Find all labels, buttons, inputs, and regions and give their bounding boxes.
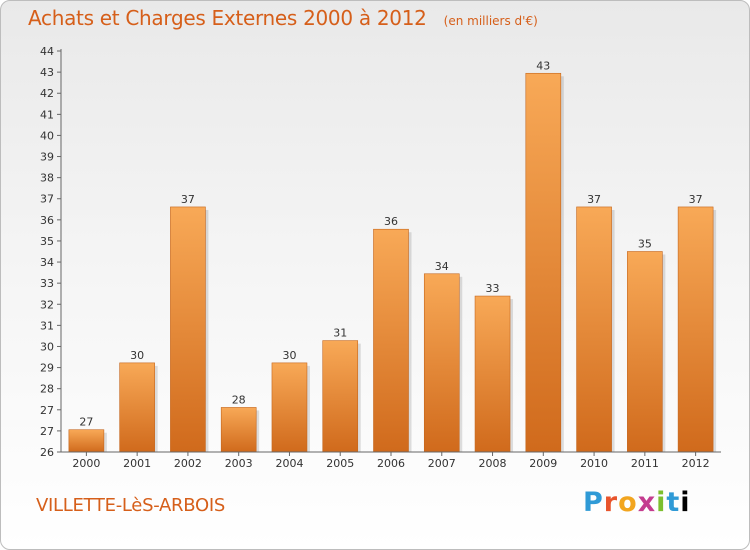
bar — [170, 206, 206, 453]
logo-letter: t — [666, 487, 681, 518]
bars-group: 27 30 37 28 30 31 36 34 33 43 37 35 37 — [68, 59, 717, 453]
y-tick-label: 27 — [40, 404, 54, 417]
logo-letter: i — [680, 487, 691, 518]
bar-value-label: 34 — [435, 260, 449, 273]
bar-value-label: 35 — [638, 238, 652, 251]
x-tick-label: 2007 — [428, 457, 456, 470]
y-tick-label: 35 — [40, 235, 54, 248]
bar — [474, 295, 511, 453]
x-tick-label: 2009 — [529, 457, 557, 470]
y-tick-label: 29 — [40, 362, 54, 375]
bar-value-label: 33 — [486, 282, 500, 295]
y-tick-label: 33 — [40, 277, 54, 290]
chart-title-text: Achats et Charges Externes 2000 à 2012 — [28, 6, 427, 30]
logo-letter: i — [656, 487, 667, 518]
y-tick-label: 36 — [40, 214, 54, 227]
bar — [119, 362, 155, 453]
y-tick-label: 44 — [40, 45, 54, 58]
chart-title: Achats et Charges Externes 2000 à 2012 (… — [28, 6, 538, 30]
bar-value-label: 30 — [130, 349, 144, 362]
bar — [373, 228, 409, 453]
y-tick-label: 40 — [40, 129, 54, 142]
bar-value-label: 30 — [282, 349, 296, 362]
y-tick-label: 41 — [40, 108, 54, 121]
x-tick-label: 2000 — [72, 457, 100, 470]
bar — [627, 251, 663, 453]
x-tick-label: 2005 — [326, 457, 354, 470]
logo-letter: o — [618, 487, 638, 518]
bar-value-label: 28 — [232, 393, 246, 406]
y-tick-label: 39 — [40, 151, 54, 164]
bar — [677, 206, 714, 453]
bar-value-label: 43 — [536, 59, 550, 72]
x-tick-label: 2012 — [682, 457, 710, 470]
logo-letter: x — [637, 487, 657, 518]
y-tick-label: 27 — [40, 425, 54, 438]
logo-letter: r — [603, 487, 619, 518]
y-tick-label: 32 — [40, 298, 54, 311]
x-tick-label: 2010 — [580, 457, 608, 470]
x-tick-label: 2008 — [479, 457, 507, 470]
bar — [322, 340, 359, 453]
logo-letter: P — [583, 487, 604, 518]
bar — [576, 206, 612, 453]
bar — [220, 407, 257, 453]
bar-value-label: 31 — [333, 327, 347, 340]
bar-value-label: 36 — [384, 215, 398, 228]
y-tick-label: 30 — [40, 340, 54, 353]
x-tick-label: 2001 — [123, 457, 151, 470]
bar-value-label: 27 — [79, 416, 93, 429]
axes-group: 26 27 27 28 29 30 31 32 33 34 35 36 37 38 39 40 41 42 43 44… — [40, 45, 721, 470]
bar-value-label: 37 — [689, 193, 703, 206]
bar — [68, 429, 105, 453]
y-tick-label: 28 — [40, 383, 54, 396]
commune-name: VILLETTE-LèS-ARBOIS — [36, 495, 225, 516]
y-tick-label: 42 — [40, 87, 54, 100]
bar — [271, 362, 308, 453]
bar-value-label: 37 — [181, 193, 195, 206]
x-tick-label: 2011 — [631, 457, 659, 470]
chart-unit: (en milliers d'€) — [443, 14, 538, 28]
y-tick-label: 26 — [40, 446, 54, 459]
bar — [525, 72, 562, 453]
x-tick-label: 2006 — [377, 457, 405, 470]
y-tick-label: 38 — [40, 172, 54, 185]
x-tick-label: 2002 — [174, 457, 202, 470]
bar-value-label: 37 — [587, 193, 601, 206]
x-tick-label: 2004 — [275, 457, 303, 470]
y-tick-label: 43 — [40, 66, 54, 79]
bar — [423, 273, 460, 453]
y-tick-label: 34 — [40, 256, 54, 269]
y-tick-label: 31 — [40, 319, 54, 332]
x-tick-label: 2003 — [225, 457, 253, 470]
proxiti-logo[interactable]: Proxiti — [583, 487, 691, 518]
y-tick-label: 37 — [40, 193, 54, 206]
